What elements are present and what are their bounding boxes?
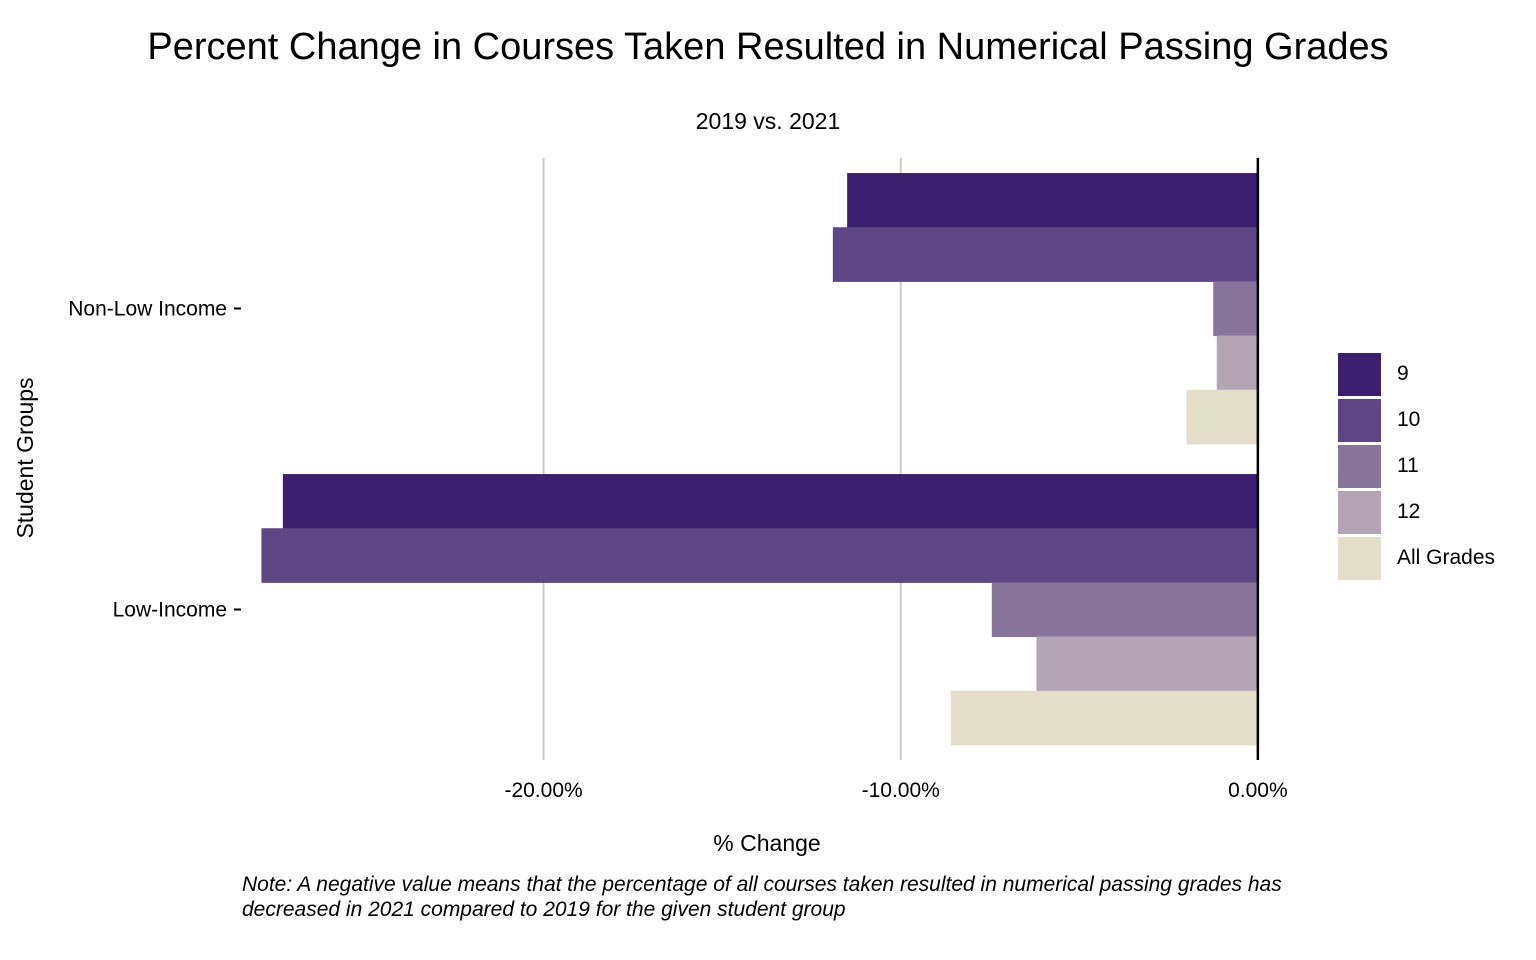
x-tick-label: 0.00%: [1228, 779, 1288, 802]
bar: [847, 173, 1258, 228]
chart-subtitle: 2019 vs. 2021: [695, 108, 841, 134]
legend-item: 11: [1338, 443, 1495, 489]
legend-swatch: [1338, 352, 1381, 396]
y-axis-ticks: Non-Low Income Low-Income: [68, 298, 241, 622]
legend-label: 12: [1397, 500, 1421, 523]
legend-swatch: [1338, 444, 1381, 488]
bar: [1186, 389, 1258, 445]
x-axis-ticks: -20.00% -10.00% 0.00%: [504, 779, 1287, 802]
legend-swatch: [1338, 536, 1381, 580]
legend-item: All Grades: [1338, 535, 1495, 581]
chart-note: Note: A negative value means that the pe…: [242, 873, 1282, 921]
legend-item: 10: [1338, 397, 1495, 443]
legend-label: 9: [1397, 362, 1409, 385]
bar: [282, 474, 1258, 529]
bar: [1036, 636, 1258, 692]
bar: [261, 528, 1258, 583]
x-axis-title: % Change: [713, 830, 820, 856]
bar: [950, 690, 1258, 746]
y-tick-label: Low-Income: [113, 599, 227, 622]
legend-swatch: [1338, 490, 1381, 534]
legend-label: 11: [1397, 454, 1419, 477]
bar: [1213, 281, 1258, 337]
bar: [1216, 335, 1258, 391]
x-tick-label: -10.00%: [862, 779, 940, 802]
bars: [261, 173, 1258, 746]
legend-item: 12: [1338, 489, 1495, 535]
legend: 9 10 11 12 All Grades: [1338, 351, 1495, 581]
chart-title: Percent Change in Courses Taken Resulted…: [147, 26, 1389, 68]
bar: [832, 227, 1258, 282]
legend-item: 9: [1338, 351, 1495, 397]
legend-label: 10: [1397, 408, 1421, 431]
y-tick-label: Non-Low Income: [68, 298, 227, 321]
legend-label: All Grades: [1397, 546, 1496, 569]
legend-swatch: [1338, 398, 1381, 442]
x-tick-label: -20.00%: [504, 779, 582, 802]
bar: [991, 582, 1258, 638]
y-axis-title: Student Groups: [12, 377, 38, 538]
